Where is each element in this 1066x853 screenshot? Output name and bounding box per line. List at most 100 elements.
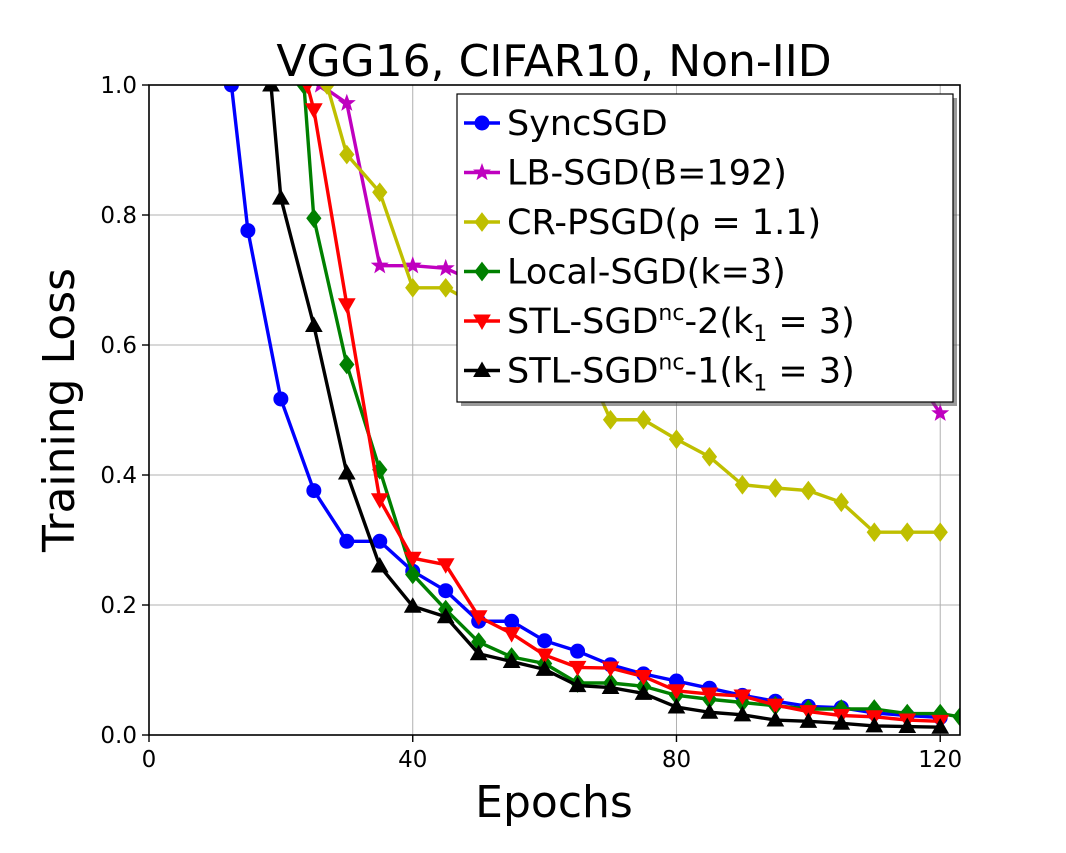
data-point xyxy=(272,189,290,205)
y-tick-label: 0.2 xyxy=(100,593,137,619)
ticks: 0 40 80 120 0.0 0.2 0.4 0.6 0.8 1.0 xyxy=(100,73,962,773)
x-tick-label: 80 xyxy=(662,747,691,773)
legend-label: LB-SGD(B=192) xyxy=(507,154,787,194)
data-point xyxy=(436,258,455,276)
series-5 xyxy=(262,85,950,734)
data-point xyxy=(304,316,323,332)
data-point xyxy=(931,403,950,421)
legend-label: SyncSGD xyxy=(507,104,668,144)
data-point xyxy=(700,703,719,719)
data-point xyxy=(635,409,652,430)
data-point xyxy=(240,223,256,239)
legend-swatch-marker xyxy=(474,261,490,282)
data-point xyxy=(306,483,322,499)
y-tick-label: 0.4 xyxy=(100,463,137,489)
legend-label: Local-SGD(k=3) xyxy=(507,253,786,293)
legend-label: STL-SGDnc-2(k1 = 3) xyxy=(507,301,855,347)
data-point xyxy=(302,85,313,95)
data-point xyxy=(370,556,389,573)
data-point xyxy=(469,610,488,626)
data-point xyxy=(502,627,521,643)
chart-title: VGG16, CIFAR10, Non-IID xyxy=(276,36,831,87)
legend-box xyxy=(456,93,954,403)
data-point xyxy=(339,144,355,165)
data-point xyxy=(898,717,917,734)
data-point xyxy=(766,698,785,715)
data-point xyxy=(799,712,818,728)
y-tick-label: 0.8 xyxy=(100,203,137,229)
data-point xyxy=(372,533,388,549)
data-point xyxy=(339,533,355,549)
data-point xyxy=(405,277,421,298)
series-line xyxy=(269,85,941,729)
data-point xyxy=(370,256,389,274)
data-point xyxy=(899,522,915,543)
data-point xyxy=(469,644,488,661)
data-point xyxy=(319,85,335,95)
data-point xyxy=(952,706,960,727)
data-point xyxy=(403,551,422,568)
data-point xyxy=(304,103,323,119)
data-point xyxy=(601,661,620,678)
data-point xyxy=(865,716,884,733)
data-point xyxy=(535,660,554,676)
series-line xyxy=(302,85,960,719)
data-point xyxy=(570,643,586,659)
data-point xyxy=(932,522,948,543)
data-point xyxy=(223,85,239,93)
data-point xyxy=(337,298,356,314)
data-point xyxy=(733,689,752,706)
data-point xyxy=(568,676,587,693)
data-point xyxy=(535,648,554,665)
x-axis-label: Epochs xyxy=(475,777,633,828)
data-point xyxy=(667,698,686,714)
y-tick-label: 1.0 xyxy=(100,73,137,99)
legend-swatch-marker xyxy=(472,163,492,181)
data-point xyxy=(504,613,520,629)
y-axis-label: Training Loss xyxy=(34,268,85,553)
data-point xyxy=(436,607,455,624)
legend-swatch-marker xyxy=(473,314,491,331)
data-point xyxy=(438,583,454,599)
data-point xyxy=(273,391,289,407)
data-point xyxy=(602,409,619,430)
series-2 xyxy=(319,85,948,543)
data-point xyxy=(537,633,553,649)
data-point xyxy=(436,558,455,574)
data-point xyxy=(372,182,388,203)
series-layer xyxy=(223,85,960,734)
legend: SyncSGD LB-SGD(B=192) CR-PSGD(ρ = 1.1) Loca… xyxy=(456,93,957,406)
y-tick-label: 0.0 xyxy=(100,723,137,749)
data-point xyxy=(634,684,653,700)
data-point xyxy=(339,354,355,375)
legend-swatch-marker xyxy=(474,212,490,232)
data-point xyxy=(262,85,280,92)
y-tick-label: 0.6 xyxy=(100,333,137,359)
x-tick-label: 120 xyxy=(918,747,962,773)
data-point xyxy=(700,687,719,704)
data-point xyxy=(370,493,389,509)
data-point xyxy=(766,711,785,727)
data-point xyxy=(502,652,521,669)
data-point xyxy=(337,93,356,111)
legend-label: CR-PSGD(ρ = 1.1) xyxy=(507,203,821,243)
data-point xyxy=(634,670,653,686)
data-point xyxy=(337,464,356,480)
data-point xyxy=(668,429,685,450)
legend-swatch-marker xyxy=(474,115,490,131)
data-point xyxy=(833,492,849,513)
data-point xyxy=(667,684,686,700)
series-line xyxy=(325,85,941,534)
data-point xyxy=(306,208,322,229)
data-point xyxy=(734,474,751,495)
legend-label: STL-SGDnc-1(k1 = 3) xyxy=(507,351,855,397)
data-point xyxy=(403,597,422,613)
data-point xyxy=(832,714,851,730)
data-point xyxy=(931,718,950,734)
x-tick-label: 0 xyxy=(142,747,157,773)
data-point xyxy=(601,678,620,695)
data-point xyxy=(568,660,587,677)
data-point xyxy=(800,480,816,501)
x-tick-label: 40 xyxy=(398,747,427,773)
